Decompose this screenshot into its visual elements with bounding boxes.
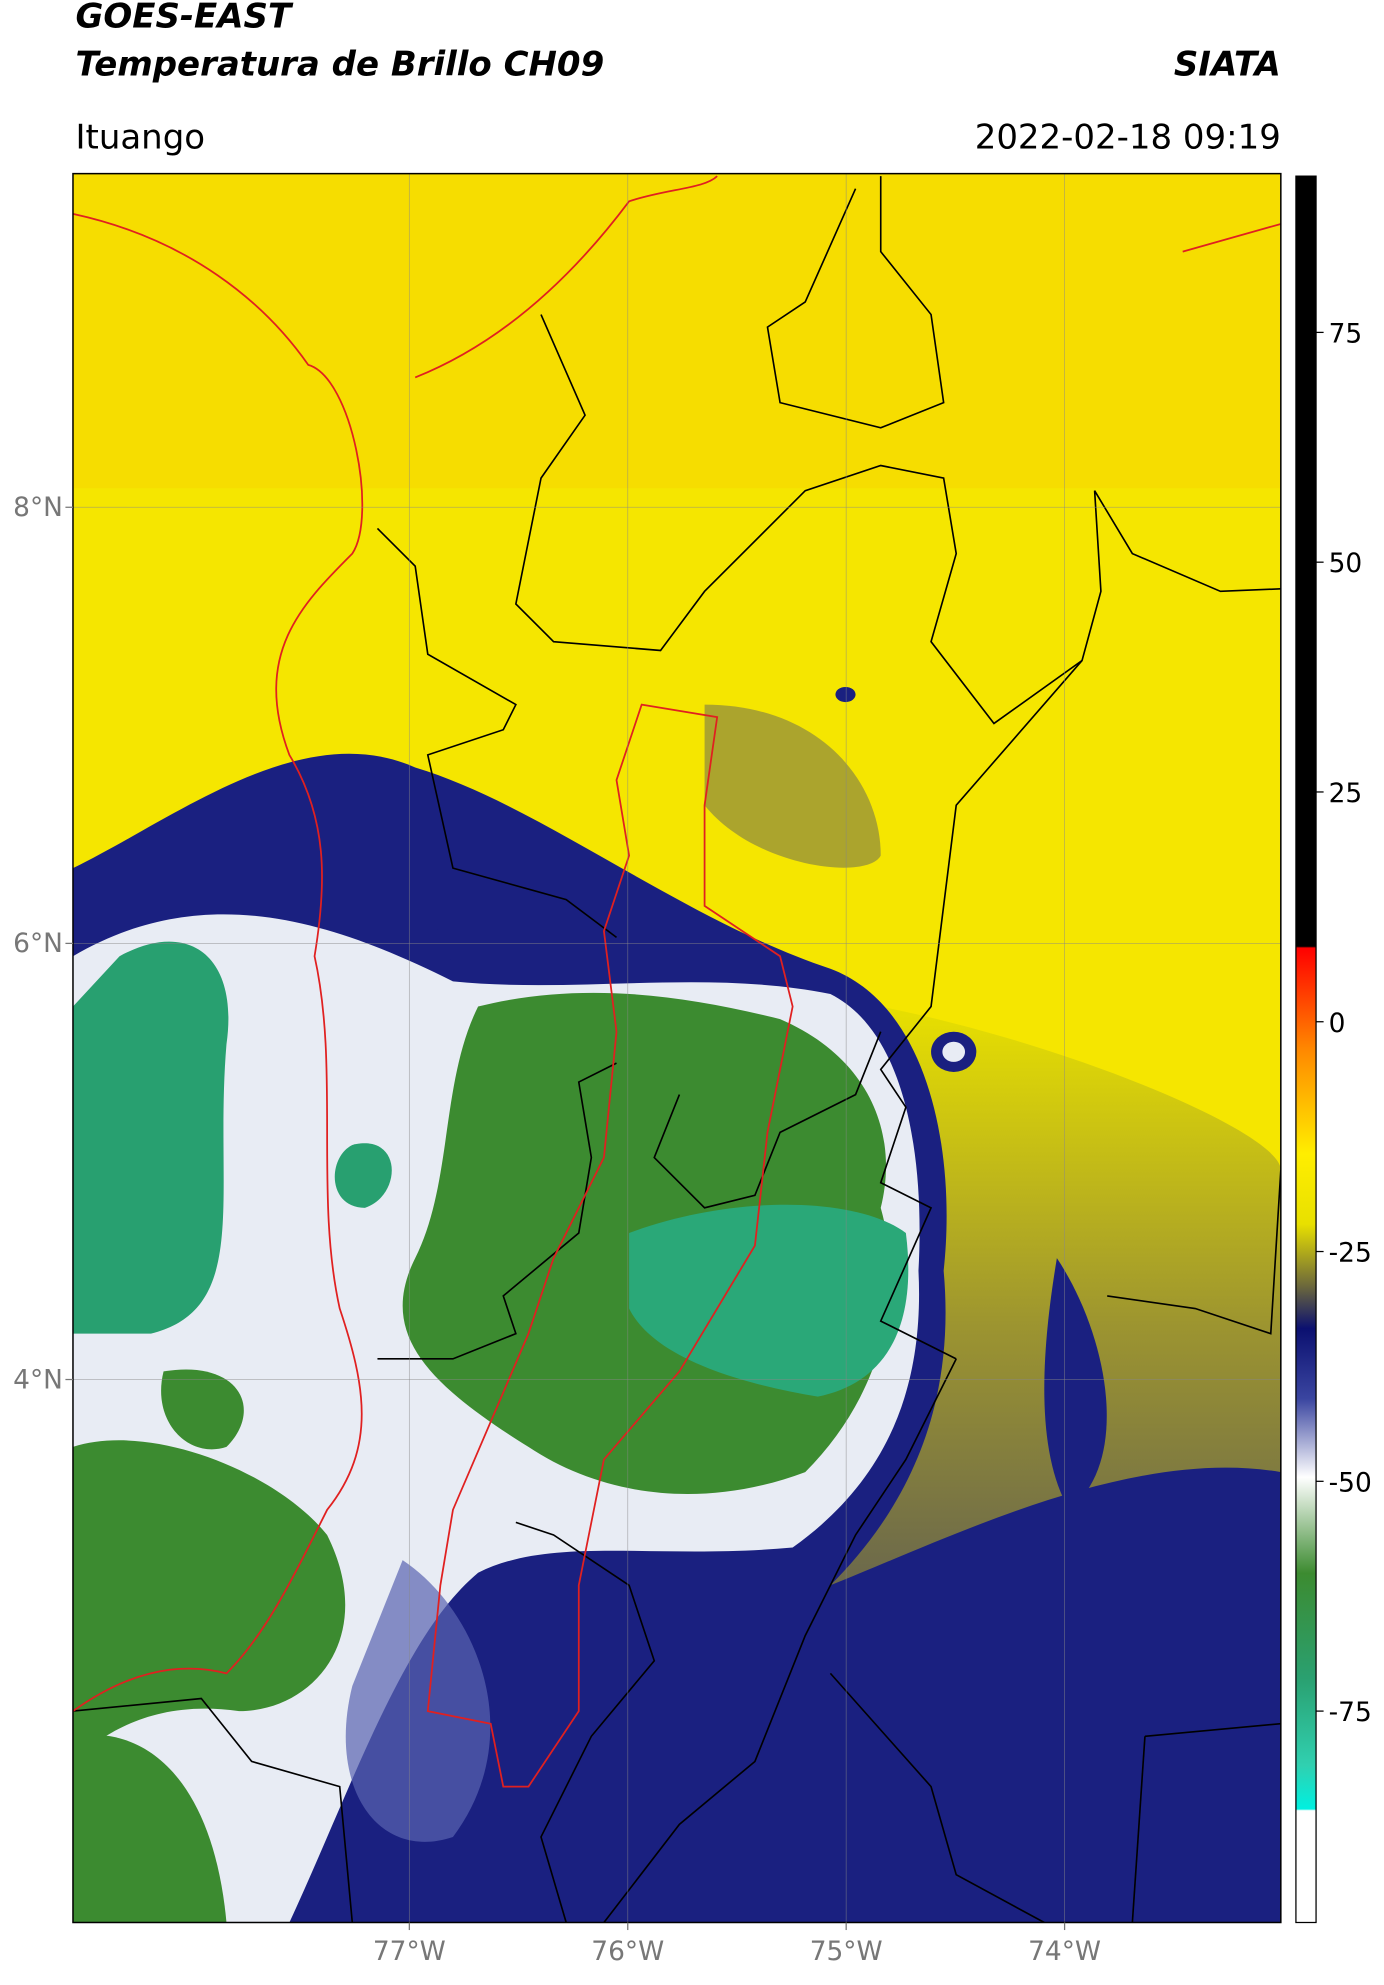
green-patch [72,1440,346,1762]
olive-patch [704,704,881,868]
title-line2: Temperatura de Brillo CH09 [75,44,604,84]
map-frame [72,172,1282,1924]
brand: SIATA [1174,44,1281,84]
x-tick-label: 76°W [591,1936,664,1967]
colorbar-tick-label: 25 [1329,778,1363,809]
coastline-and-boundary [72,175,1281,1788]
y-tick-label: 8°N [13,492,63,523]
cold-cell-core [942,1041,966,1062]
title-line1: GOES-EAST [75,0,293,37]
y-tick-label: 4°N [13,1364,63,1395]
colorbar-tick-label: -75 [1329,1697,1372,1728]
colorbar-tick-label: -50 [1329,1467,1372,1498]
teal-patch [629,1204,909,1397]
colorbar [1295,175,1317,1924]
datetime: 2022-02-18 09:19 [975,117,1281,157]
region: Ituango [75,117,205,157]
green-patch [72,1734,227,1923]
colorbar-tick-label: 50 [1329,548,1363,579]
teal-patch [334,1143,392,1208]
x-tick-label: 74°W [1028,1936,1101,1967]
blue-patch [345,1560,491,1842]
warm-field [72,173,1281,489]
colorbar-tick-label: 75 [1329,318,1363,349]
cold-cell [835,686,856,703]
y-tick-label: 6°N [13,928,63,959]
x-tick-label: 77°W [373,1936,446,1967]
green-patch [161,1369,244,1450]
colorbar-tick-label: 0 [1329,1008,1346,1039]
cold-patch [1044,1258,1107,1510]
colorbar-tick-label: -25 [1329,1238,1372,1269]
teal-patch [72,941,229,1334]
x-tick-label: 75°W [810,1936,883,1967]
map-area [72,173,1281,1923]
admin-borders [72,176,1281,1923]
